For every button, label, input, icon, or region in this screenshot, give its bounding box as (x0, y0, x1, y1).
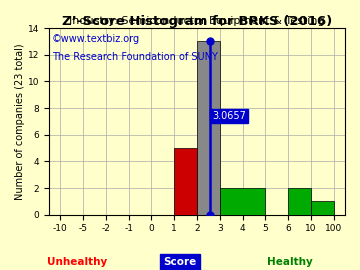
Text: 3.0657: 3.0657 (212, 111, 246, 121)
Text: Unhealthy: Unhealthy (47, 257, 107, 267)
Text: The Research Foundation of SUNY: The Research Foundation of SUNY (52, 52, 218, 62)
Bar (220, 188, 265, 215)
Title: Z’-Score Histogram for BRKS (2016): Z’-Score Histogram for BRKS (2016) (62, 15, 332, 28)
Bar (174, 148, 197, 215)
Bar (288, 188, 311, 215)
Bar (197, 41, 220, 215)
Text: Healthy: Healthy (267, 257, 313, 267)
Y-axis label: Number of companies (23 total): Number of companies (23 total) (15, 43, 25, 200)
Bar (311, 201, 334, 215)
Text: Score: Score (163, 257, 197, 267)
Text: ©www.textbiz.org: ©www.textbiz.org (52, 33, 140, 43)
Text: Industry: Semiconductor Equipment & Testing: Industry: Semiconductor Equipment & Test… (69, 16, 325, 26)
